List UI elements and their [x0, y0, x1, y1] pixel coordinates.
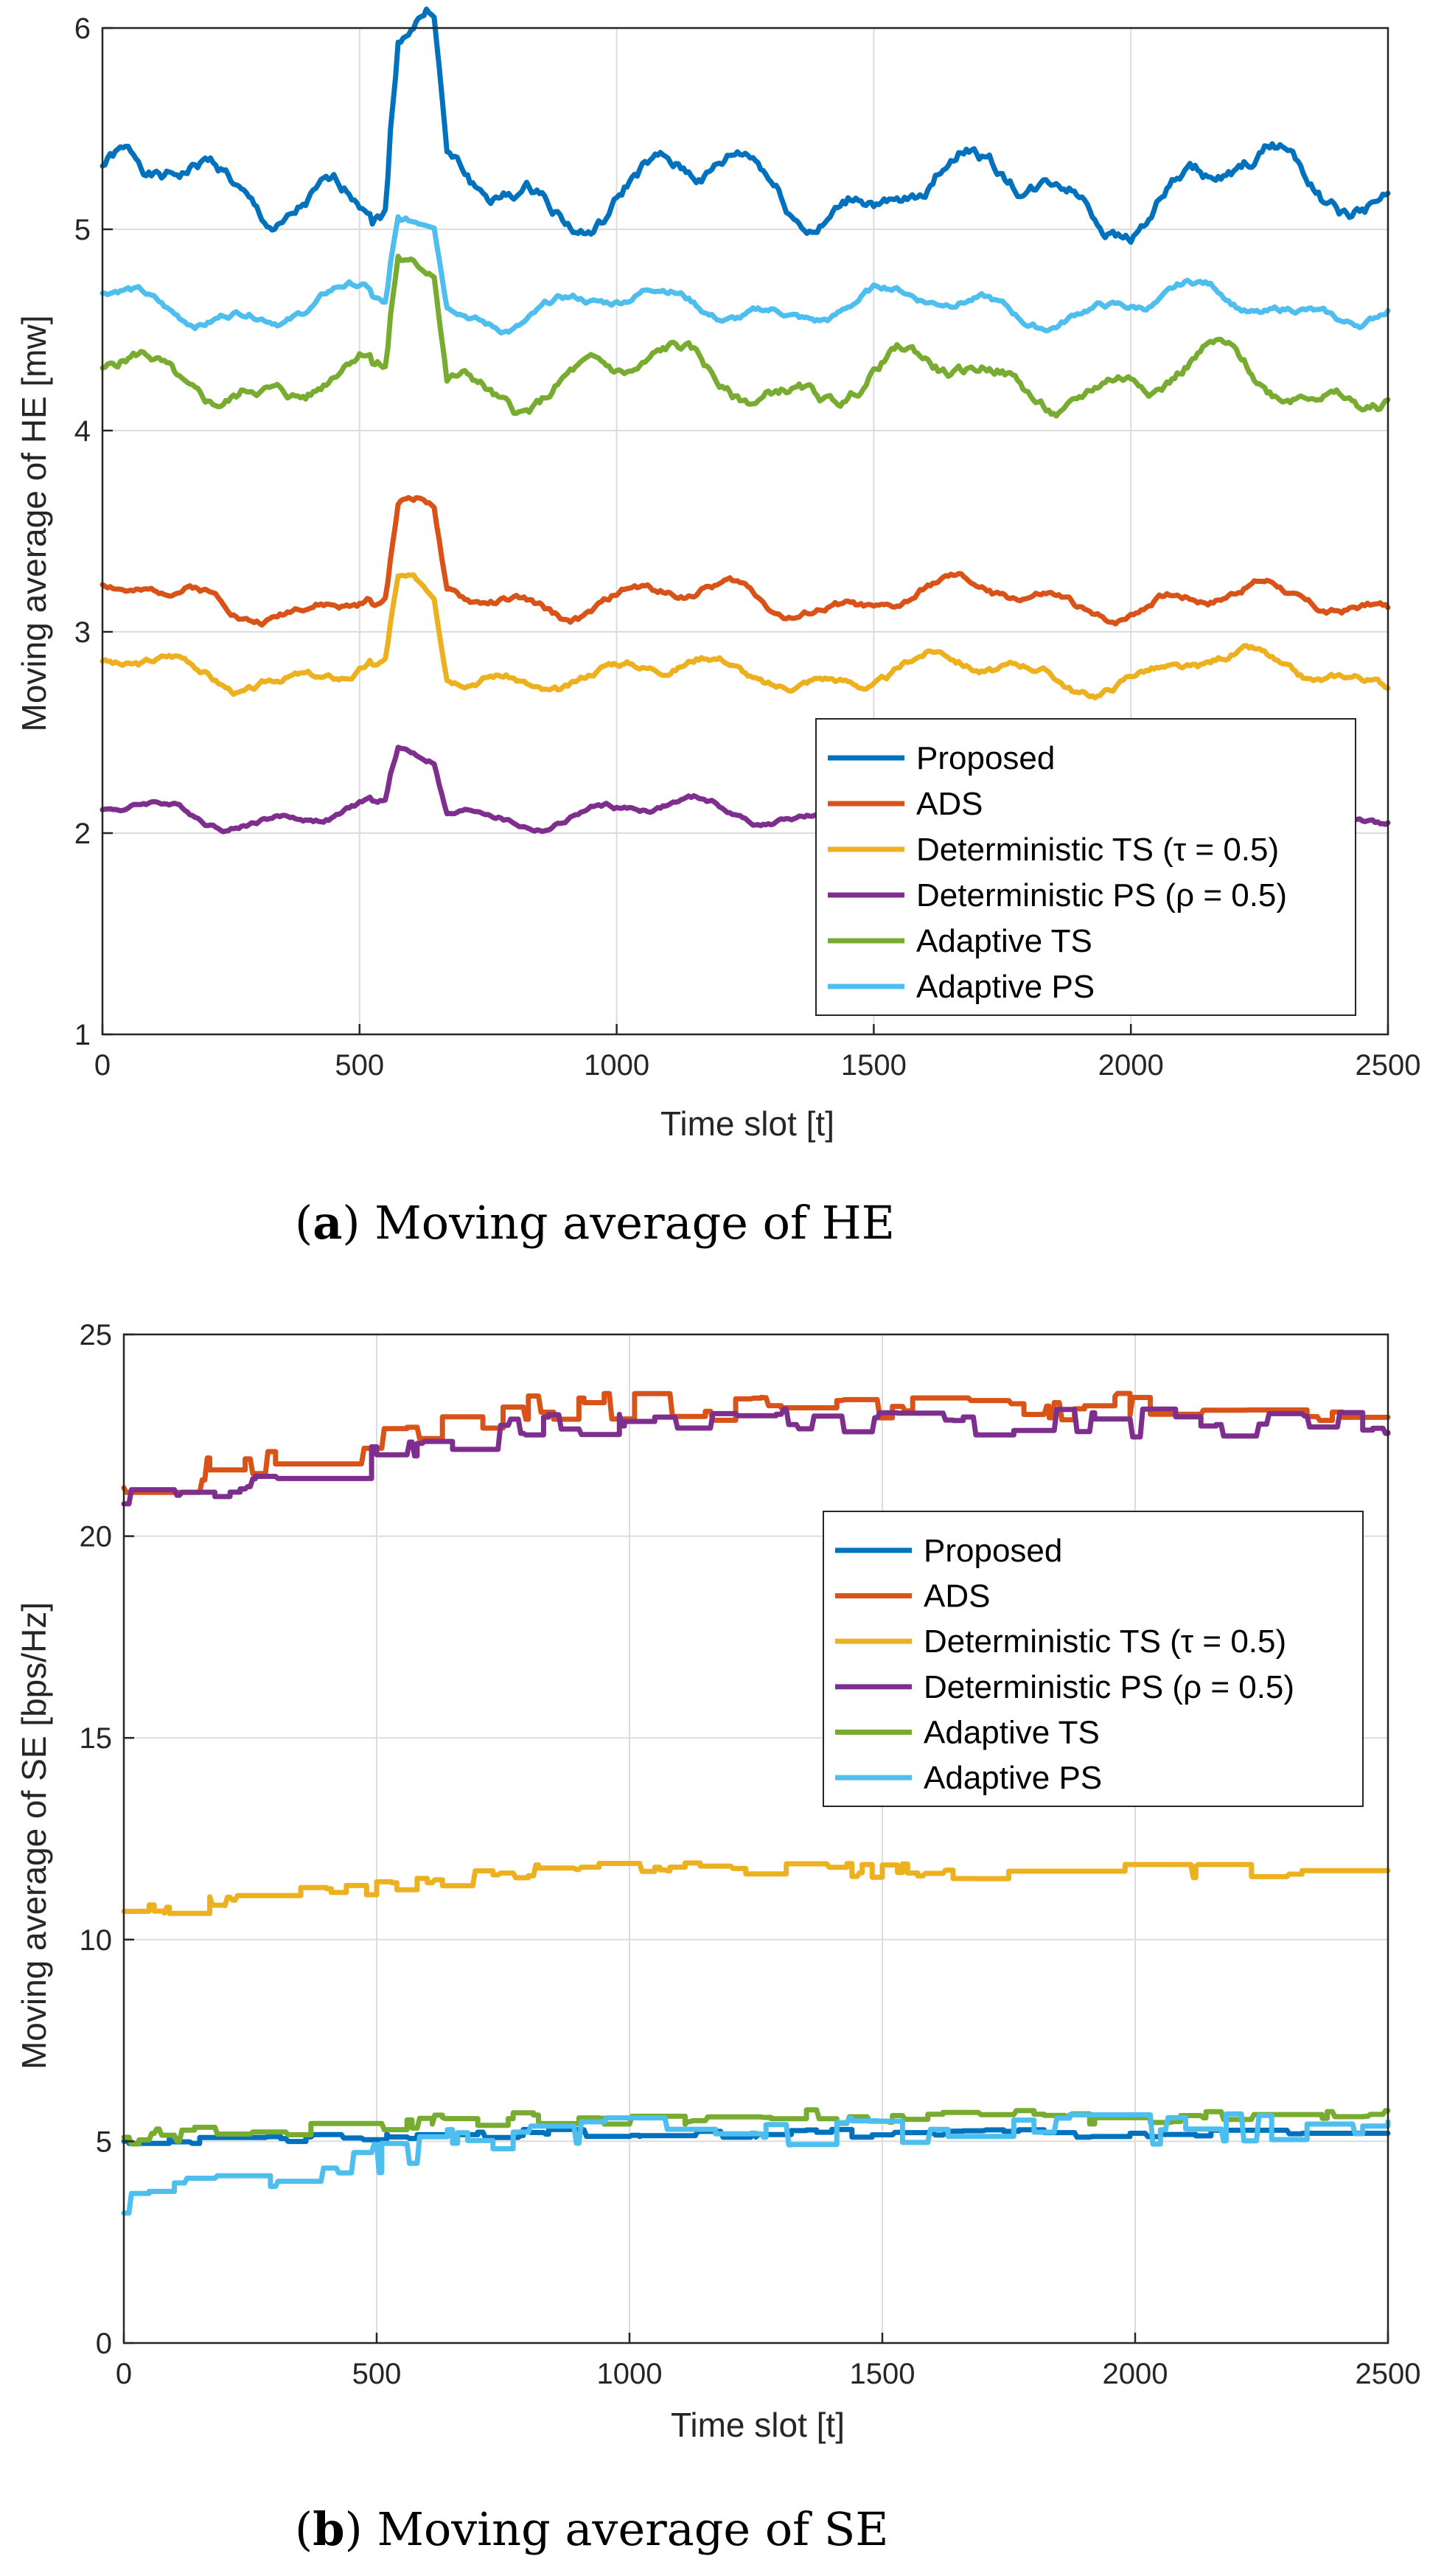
y-tick-label: 6	[74, 13, 91, 45]
panel-a-caption-label: a	[313, 1196, 342, 1250]
legend-box	[823, 1511, 1364, 1807]
x-tick-label: 1500	[850, 2358, 915, 2390]
panel-b-y-ticks: 0 5 10 15 20 25	[80, 1319, 134, 2360]
y-tick-label: 4	[74, 415, 91, 448]
x-tick-label: 0	[116, 2358, 132, 2390]
panel-b-x-ticks: 0 500 1000 1500 2000 2500	[116, 2333, 1421, 2390]
panel-b-caption-label: b	[313, 2502, 344, 2556]
panel-a-x-ticks: 0 500 1000 1500 2000 2500	[94, 1024, 1421, 1082]
panel-b-x-axis-label: Time slot [t]	[671, 2406, 845, 2444]
panel-a-caption: (a) Moving average of HE	[295, 1196, 895, 1250]
panel-b-series	[121, 1390, 1391, 2216]
x-tick-label: 1500	[841, 1049, 907, 1082]
series-line-4	[121, 1406, 1391, 1507]
panel-b-caption-text: Moving average of SE	[377, 2502, 888, 2556]
x-tick-label: 2000	[1098, 1049, 1164, 1082]
legend-label-2: ADS	[924, 1578, 990, 1615]
legend-label-4: Deterministic PS (ρ = 0.5)	[916, 877, 1287, 913]
series-line-2	[121, 1390, 1391, 1495]
series-line-2	[100, 495, 1391, 628]
legend-label-1: Proposed	[916, 740, 1055, 776]
y-tick-label: 3	[74, 616, 91, 649]
legend-label-5: Adaptive TS	[924, 1715, 1100, 1751]
panel-a-chart: 0 500 1000 1500 2000 2500 1 2 3 4 5 6 Time slot [t…	[15, 6, 1421, 1250]
panel-a-y-axis-label: Moving average of HE [mw]	[15, 315, 53, 731]
legend-label-6: Adaptive PS	[924, 1760, 1102, 1796]
y-tick-label: 5	[96, 2126, 112, 2158]
series-line-6	[100, 214, 1391, 335]
panel-a-axes-box	[101, 27, 1389, 1036]
series-line-1	[100, 6, 1391, 245]
panel-a-legend: Proposed ADS Deterministic TS (τ = 0.5) Det…	[815, 718, 1356, 1016]
x-tick-label: 1000	[597, 2358, 663, 2390]
series-line-3	[100, 572, 1391, 700]
x-tick-label: 0	[94, 1049, 111, 1082]
x-tick-label: 2000	[1103, 2358, 1168, 2390]
legend-label-1: Proposed	[924, 1533, 1062, 1569]
y-tick-label: 25	[80, 1319, 113, 1351]
series-line-5	[100, 254, 1391, 419]
series-line-6	[121, 2111, 1391, 2216]
legend-label-3: Deterministic TS (τ = 0.5)	[924, 1623, 1286, 1660]
y-tick-label: 10	[80, 1924, 113, 1957]
panel-b-y-axis-label: Moving average of SE [bps/Hz]	[15, 1602, 53, 2069]
x-tick-label: 500	[352, 2358, 402, 2390]
panel-b-caption: (b) Moving average of SE	[295, 2502, 889, 2556]
y-tick-label: 5	[74, 214, 91, 246]
x-tick-label: 2500	[1356, 1049, 1421, 1082]
panel-b-grid	[123, 1334, 1389, 2344]
series-line-3	[121, 1860, 1391, 1916]
legend-label-3: Deterministic TS (τ = 0.5)	[916, 832, 1279, 868]
x-tick-label: 1000	[584, 1049, 649, 1082]
x-tick-label: 500	[335, 1049, 384, 1082]
panel-a-x-axis-label: Time slot [t]	[660, 1104, 834, 1143]
series-line-5	[121, 2107, 1391, 2147]
x-tick-label: 2500	[1356, 2358, 1421, 2390]
legend-label-4: Deterministic PS (ρ = 0.5)	[924, 1669, 1294, 1705]
panel-a-series	[100, 6, 1391, 835]
panel-b-axes-box	[122, 1333, 1389, 2344]
panel-b-legend: Proposed ADS Deterministic TS (τ = 0.5) Det…	[823, 1511, 1364, 1807]
legend-label-6: Adaptive PS	[916, 969, 1095, 1005]
y-tick-label: 2	[74, 818, 91, 850]
y-tick-label: 20	[80, 1521, 113, 1553]
y-tick-label: 1	[74, 1019, 91, 1051]
panel-a-y-ticks: 1 2 3 4 5 6	[74, 13, 113, 1051]
legend-label-5: Adaptive TS	[916, 923, 1092, 959]
y-tick-label: 0	[96, 2328, 112, 2360]
legend-label-2: ADS	[916, 786, 983, 822]
y-tick-label: 15	[80, 1722, 113, 1755]
legend-box	[815, 718, 1356, 1016]
panel-b-chart: 0 500 1000 1500 2000 2500 0 5 10 15 20 25 Time slo…	[15, 1319, 1420, 2556]
panel-a-caption-text: Moving average of HE	[374, 1196, 895, 1250]
